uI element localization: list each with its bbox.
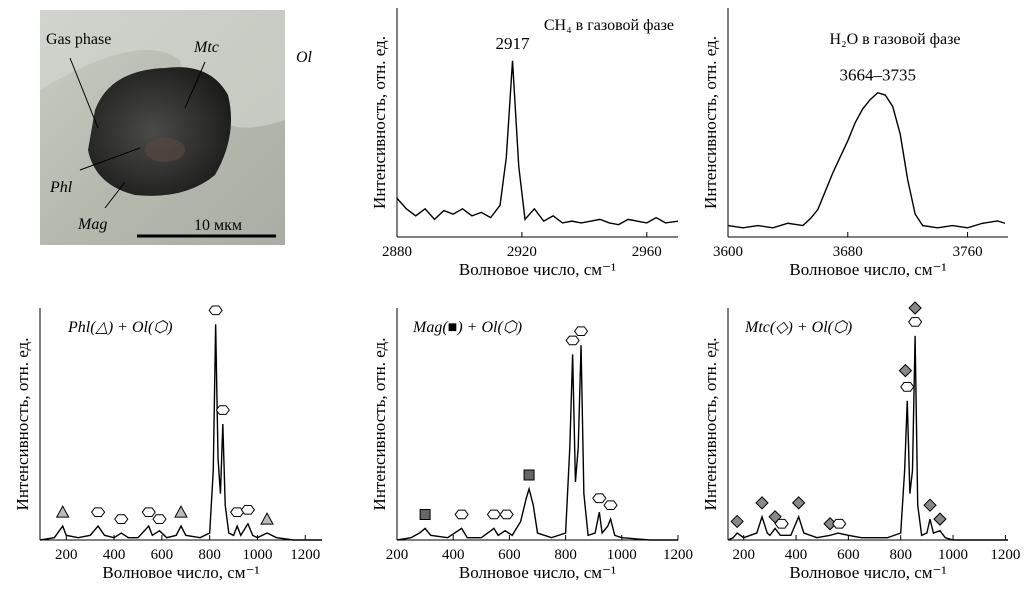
peak-marker-hexagon — [141, 507, 156, 517]
y-axis-label: Интенсивность, отн. ед. — [370, 36, 389, 209]
peak-marker-hexagon — [454, 509, 469, 520]
peak-marker-square — [523, 469, 535, 481]
peak-marker-hexagon — [603, 500, 618, 511]
chart-title: Phl(△) + Ol(⬡) — [67, 319, 173, 336]
inclusion — [88, 67, 232, 196]
x-axis-label: Волновое число, см⁻¹ — [789, 563, 946, 582]
x-tick-label: 800 — [889, 547, 912, 563]
peak-annotation: 2917 — [496, 34, 531, 53]
x-tick-label: 800 — [198, 547, 221, 563]
peak-marker-hexagon — [208, 305, 223, 316]
spectrum — [396, 345, 678, 541]
photo-label: Mtc — [193, 39, 219, 56]
chart-title: Mtc(◇) + Ol(⬡) — [744, 319, 852, 336]
x-axis-label: Волновое число, см⁻¹ — [459, 260, 616, 279]
x-tick-label: 200 — [386, 547, 409, 563]
peak-marker-hexagon — [114, 514, 129, 524]
peak-marker-diamond — [791, 496, 806, 510]
chart-title: Mag(■) + Ol(⬡) — [412, 319, 522, 336]
peak-marker-hexagon — [774, 518, 789, 529]
x-tick-label: 1000 — [607, 547, 637, 563]
inclusion-spot — [145, 138, 185, 162]
x-tick-label: 400 — [442, 547, 465, 563]
spectrum — [727, 335, 1008, 541]
peak-marker-hexagon — [90, 507, 106, 517]
x-tick-label: 400 — [785, 547, 808, 563]
x-tick-label: 600 — [837, 547, 860, 563]
y-axis-label: Интенсивность, отн. ед. — [701, 36, 720, 209]
x-tick-label: 200 — [55, 547, 78, 563]
x-tick-label: 2880 — [382, 244, 412, 260]
peak-marker-hexagon — [230, 507, 245, 517]
chart: 2880 2920 2960 Волновое число, см⁻¹ Интенсив… — [370, 8, 679, 279]
peak-marker-hexagon — [832, 518, 847, 529]
y-axis-label: Интенсивность, отн. ед. — [701, 338, 720, 511]
peak-marker-hexagon — [907, 317, 923, 327]
chart: 200 400 600 800 1000 1200 Волновое число, см⁻¹… — [701, 301, 1020, 582]
spectrum — [727, 91, 1006, 229]
x-tick-label: 1200 — [990, 547, 1020, 563]
x-tick-label: 1200 — [290, 547, 320, 563]
peak-marker-diamond — [908, 301, 922, 315]
peak-marker-hexagon — [240, 505, 256, 515]
peak-marker-hexagon — [152, 514, 167, 524]
peak-marker-hexagon — [573, 326, 589, 337]
x-tick-label: 2920 — [507, 244, 537, 260]
photo-label: Gas phase — [46, 31, 111, 48]
x-tick-label: 3760 — [953, 244, 983, 260]
pointer — [184, 61, 206, 109]
chart: 200 400 600 800 1000 1200 Волновое число, см⁻¹… — [13, 305, 322, 582]
spectrum — [39, 324, 322, 541]
x-axis-label: Волновое число, см⁻¹ — [102, 563, 259, 582]
pointer — [104, 181, 126, 209]
spectrum — [396, 60, 679, 226]
peak-marker-hexagon — [900, 382, 915, 392]
x-tick-label: 400 — [103, 547, 126, 563]
peak-marker-triangle — [260, 512, 274, 525]
x-axis-label: Волновое число, см⁻¹ — [459, 563, 616, 582]
photo: Gas phase Mtc Ol Phl Mag 10 мкм — [40, 10, 313, 245]
photo-label: Mag — [77, 216, 107, 233]
peak-marker-diamond — [933, 512, 947, 526]
peak-marker-hexagon — [499, 509, 514, 520]
chart: 3600 3680 3760 Волновое число, см⁻¹ Интенсив… — [701, 8, 1008, 279]
x-tick-label: 1000 — [242, 547, 272, 563]
x-tick-label: 600 — [151, 547, 174, 563]
x-tick-label: 200 — [732, 547, 755, 563]
peak-marker-diamond — [755, 496, 769, 510]
peak-marker-diamond — [730, 514, 744, 529]
pointer — [79, 147, 141, 171]
peak-marker-triangle — [55, 505, 70, 518]
x-axis-label: Волновое число, см⁻¹ — [789, 260, 946, 279]
peak-marker-hexagon — [215, 405, 230, 415]
peak-annotation: 3664–3735 — [839, 66, 916, 85]
peak-marker-hexagon — [486, 509, 502, 520]
chart: 200 400 600 800 1000 1200 Волновое число, см⁻¹… — [370, 308, 693, 582]
y-axis-label: Интенсивность, отн. ед. — [13, 338, 32, 511]
x-tick-label: 600 — [498, 547, 521, 563]
x-tick-label: 800 — [554, 547, 577, 563]
photo-label: Phl — [49, 179, 73, 196]
peak-marker-triangle — [174, 505, 188, 518]
pointer — [69, 57, 99, 129]
peak-marker-square — [419, 508, 431, 520]
photo-label: Ol — [296, 49, 313, 66]
x-tick-label: 3680 — [833, 244, 863, 260]
peak-marker-diamond — [768, 510, 782, 524]
peak-marker-hexagon — [592, 493, 607, 504]
x-tick-label: 3600 — [713, 244, 743, 260]
peak-marker-diamond — [898, 363, 913, 378]
x-tick-label: 2960 — [632, 244, 662, 260]
y-axis-label: Интенсивность, отн. ед. — [370, 338, 389, 511]
scale-bar-label: 10 мкм — [194, 217, 242, 234]
peak-marker-hexagon — [565, 335, 580, 346]
x-tick-label: 1200 — [663, 547, 693, 563]
peak-marker-diamond — [923, 498, 937, 512]
chart-title: H₂O в газовой фазе — [829, 31, 960, 48]
chart-title: CH₄ в газовой фазе — [544, 17, 674, 34]
x-tick-label: 1000 — [938, 547, 968, 563]
